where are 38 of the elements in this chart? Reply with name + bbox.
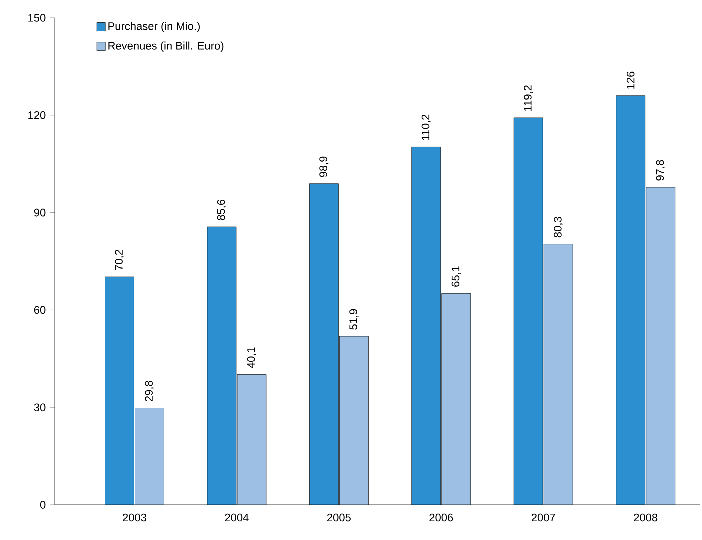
x-tick-label: 2008 [634, 514, 658, 522]
x-tick-label: 2003 [123, 514, 146, 522]
bar [616, 96, 646, 505]
data-label: 85,6 [217, 200, 226, 220]
data-label: 40,1 [247, 348, 256, 368]
bar [412, 147, 441, 505]
data-label: 126 [626, 72, 635, 89]
legend-label: Revenues (in Bill. Euro) [108, 42, 224, 52]
data-label: 65,1 [452, 266, 461, 287]
bar [135, 408, 164, 505]
data-label: 97,8 [656, 160, 666, 181]
x-tick-label: 2007 [532, 514, 556, 522]
bar [207, 227, 236, 505]
data-label: 119,2 [524, 86, 534, 111]
bar [340, 336, 369, 505]
data-label: 80,3 [554, 217, 564, 238]
y-tick-label: 120 [28, 111, 46, 120]
bar [105, 277, 134, 505]
data-label: 70,2 [115, 250, 124, 270]
x-tick-label: 2006 [430, 514, 454, 522]
bar [544, 244, 574, 505]
y-tick-label: 0 [40, 501, 46, 509]
bar [237, 374, 266, 505]
y-tick-label: 90 [34, 208, 46, 217]
y-tick-label: 30 [34, 404, 46, 412]
data-label: 98,9 [320, 156, 329, 178]
data-label: 51,9 [350, 309, 359, 330]
bar [310, 184, 339, 505]
x-tick-label: 2005 [327, 514, 351, 522]
data-label: 29,8 [145, 381, 154, 402]
bar [442, 294, 471, 505]
x-tick-label: 2004 [225, 514, 249, 522]
bar [514, 118, 544, 505]
y-tick-label: 60 [34, 306, 46, 314]
y-tick-label: 150 [28, 14, 46, 22]
legend-label: Purchaser (in Mio.) [108, 22, 200, 32]
bar [646, 187, 676, 505]
data-label: 110,2 [422, 114, 431, 140]
